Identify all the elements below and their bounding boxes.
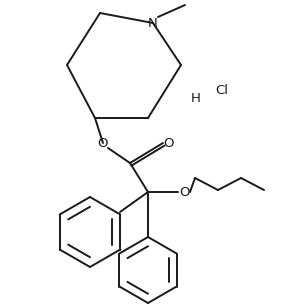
- Text: Cl: Cl: [216, 84, 228, 96]
- Text: O: O: [98, 136, 108, 150]
- Text: O: O: [163, 136, 173, 150]
- Text: H: H: [191, 91, 201, 105]
- Text: O: O: [179, 185, 189, 199]
- Text: N: N: [148, 17, 158, 29]
